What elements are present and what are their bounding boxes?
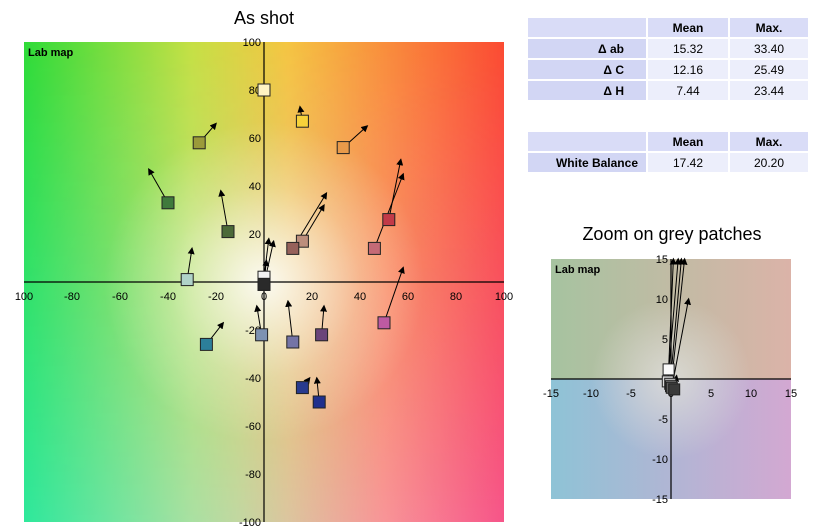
patch-marker — [295, 114, 309, 128]
delta-stats-table: Mean Max. Δ ab 15.32 33.40 Δ C 12.16 25.… — [526, 16, 810, 102]
lab-map-chart: As shot Lab map 100 -80 -60 -40 -20 0 20 40 60 80… — [15, 8, 513, 529]
y-tick-label: 5 — [662, 334, 668, 346]
table-row: Δ C 12.16 25.49 — [528, 60, 808, 79]
x-tick-label: 10 — [745, 388, 757, 400]
y-tick-label: -100 — [239, 517, 261, 529]
x-tick-label: 20 — [306, 291, 318, 303]
main-tick-labels: 100 -80 -60 -40 -20 0 20 40 60 80 10010080604020-2… — [15, 37, 513, 529]
patch-marker — [315, 328, 329, 342]
zoom-tick-labels: -15-10-505101515105-5-10-15 — [543, 254, 797, 506]
y-tick-label: -10 — [652, 454, 668, 466]
wb-header-max: Max. — [730, 132, 808, 151]
main-data-marks — [148, 83, 405, 409]
wb-label: White Balance — [528, 153, 646, 172]
shift-arrow — [668, 257, 677, 370]
patch-marker — [377, 316, 391, 330]
patch-marker — [161, 196, 175, 210]
delta-h-mean: 7.44 — [648, 81, 728, 100]
table-row: White Balance 17.42 20.20 — [528, 153, 808, 172]
y-tick-label: 100 — [243, 37, 261, 49]
patch-marker — [662, 363, 675, 376]
patch-marker — [255, 328, 269, 342]
y-tick-label: 60 — [249, 133, 261, 145]
zoom-chart-title: Zoom on grey patches — [582, 224, 761, 244]
zoom-data-marks — [661, 257, 691, 396]
delta-ab-label: Δ ab — [528, 39, 646, 58]
x-tick-label: 15 — [785, 388, 797, 400]
y-tick-label: 20 — [249, 229, 261, 241]
shift-arrow — [285, 299, 294, 343]
wb-header-mean: Mean — [648, 132, 728, 151]
patch-marker — [286, 335, 300, 349]
patch-marker — [257, 83, 271, 97]
delta-header-max: Max. — [730, 18, 808, 37]
zoom-chart: Zoom on grey patches Lab map -15-10-5051… — [543, 224, 797, 506]
zoom-map-label: Lab map — [555, 264, 601, 276]
wb-header-blank — [528, 132, 646, 151]
patch-marker — [295, 381, 309, 395]
shift-arrow — [383, 266, 405, 323]
x-tick-label: 0 — [261, 291, 267, 303]
patch-marker — [192, 136, 206, 150]
y-tick-label: -80 — [245, 469, 261, 481]
table-row: Δ H 7.44 23.44 — [528, 81, 808, 100]
delta-ab-mean: 15.32 — [648, 39, 728, 58]
wb-mean: 17.42 — [648, 153, 728, 172]
main-map-label: Lab map — [28, 47, 74, 59]
patch-marker — [367, 241, 381, 255]
x-tick-label: -5 — [626, 388, 636, 400]
shift-arrow — [669, 257, 685, 384]
delta-h-label: Δ H — [528, 81, 646, 100]
x-tick-label: -60 — [112, 291, 128, 303]
delta-ab-max: 33.40 — [730, 39, 808, 58]
x-tick-label: 100 — [15, 291, 33, 303]
delta-header-blank — [528, 18, 646, 37]
y-tick-label: -15 — [652, 494, 668, 506]
y-tick-label: 10 — [656, 294, 668, 306]
delta-c-mean: 12.16 — [648, 60, 728, 79]
x-tick-label: 40 — [354, 291, 366, 303]
patch-marker — [286, 241, 300, 255]
x-tick-label: 100 — [495, 291, 513, 303]
x-tick-label: 80 — [450, 291, 462, 303]
patch-marker — [382, 213, 396, 227]
patch-marker — [336, 141, 350, 155]
patch-marker — [199, 337, 213, 351]
patch-marker — [295, 234, 309, 248]
wb-table-header: Mean Max. — [528, 132, 808, 151]
x-tick-label: 60 — [402, 291, 414, 303]
patch-marker — [180, 273, 194, 287]
delta-h-max: 23.44 — [730, 81, 808, 100]
y-tick-label: 15 — [656, 254, 668, 266]
main-chart-title: As shot — [234, 8, 294, 28]
shift-arrow — [388, 158, 404, 220]
delta-header-mean: Mean — [648, 18, 728, 37]
x-tick-label: -80 — [64, 291, 80, 303]
patch-marker — [257, 277, 271, 291]
shift-arrow — [373, 172, 405, 249]
table-row: Δ ab 15.32 33.40 — [528, 39, 808, 58]
delta-c-label: Δ C — [528, 60, 646, 79]
y-tick-label: -5 — [658, 414, 668, 426]
patch-marker — [312, 395, 326, 409]
x-tick-label: -40 — [160, 291, 176, 303]
x-tick-label: -15 — [543, 388, 559, 400]
shift-arrow — [667, 257, 682, 382]
white-balance-table: Mean Max. White Balance 17.42 20.20 — [526, 130, 810, 174]
delta-table-header: Mean Max. — [528, 18, 808, 37]
wb-max: 20.20 — [730, 153, 808, 172]
x-tick-label: 5 — [708, 388, 714, 400]
y-tick-label: -60 — [245, 421, 261, 433]
patch-marker — [221, 225, 235, 239]
y-tick-label: 40 — [249, 181, 261, 193]
x-tick-label: -20 — [208, 291, 224, 303]
y-tick-label: -40 — [245, 373, 261, 385]
shift-arrow — [218, 189, 229, 232]
patch-marker — [668, 383, 681, 396]
x-tick-label: -10 — [583, 388, 599, 400]
delta-c-max: 25.49 — [730, 60, 808, 79]
